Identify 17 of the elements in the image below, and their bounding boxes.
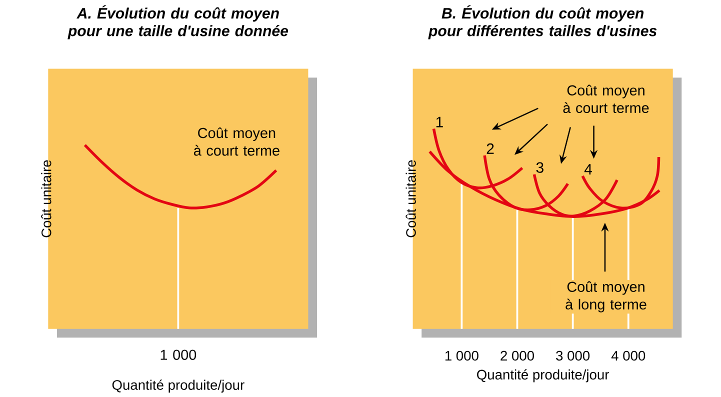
x-tick-label: 2 000	[500, 350, 534, 361]
chart-title: A. Évolution du coût moyen pour une taille d'usine donnée	[68, 5, 288, 40]
x-axis-title: Quantité produite/jour	[112, 380, 244, 393]
text: Coût moyen à court terme	[563, 84, 649, 114]
y-axis-title: Coût unitaire	[406, 160, 416, 238]
annotation: Coût moyen à long terme	[566, 281, 646, 312]
y-axis-title: Coût unitaire	[41, 160, 52, 238]
annotation: Coût moyen à court terme	[194, 128, 280, 156]
series-label: 3	[536, 162, 544, 173]
x-axis-title: Quantité produite/jour	[477, 369, 610, 382]
chart-title: B. Évolution du coût moyen pour différentes tailles d'usines	[428, 5, 657, 40]
x-tick-label: 3 000	[556, 350, 590, 361]
series-label: 2	[486, 143, 494, 154]
series-label: 1	[436, 117, 443, 128]
x-tick-label: 4 000	[611, 350, 646, 361]
series-label: 4	[584, 164, 592, 175]
x-tick-label: 1 000	[445, 350, 478, 361]
